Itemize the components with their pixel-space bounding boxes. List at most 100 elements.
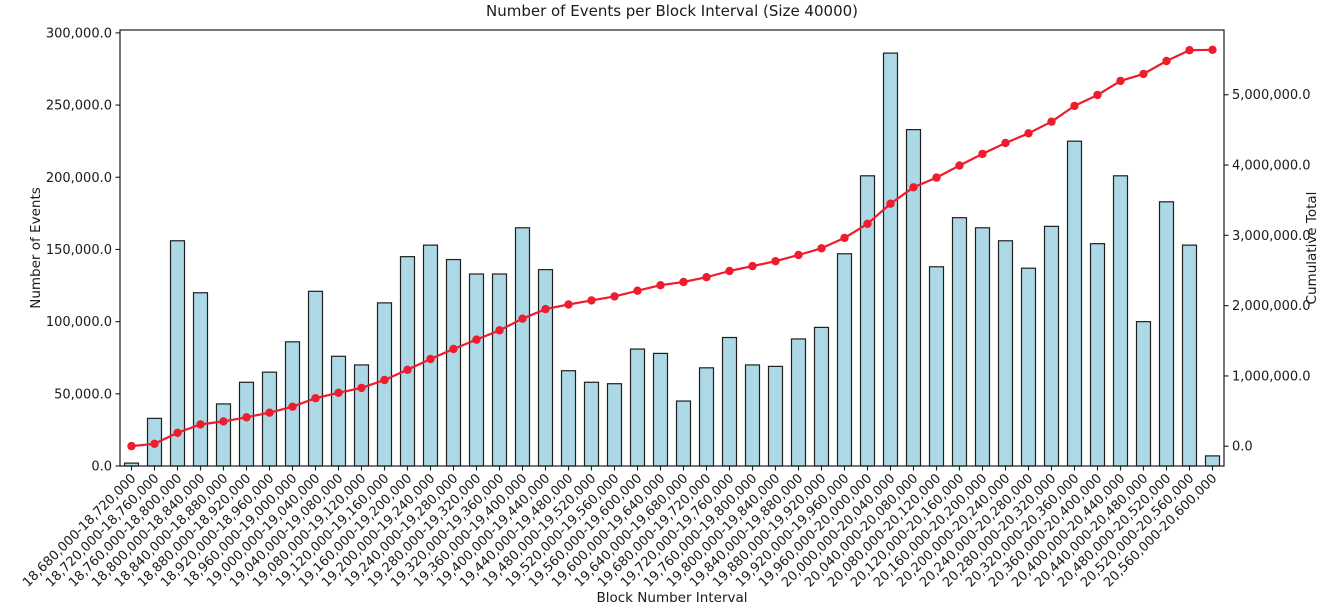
cumulative-marker [771, 257, 780, 266]
cumulative-marker [196, 420, 205, 429]
cumulative-marker [334, 388, 343, 397]
cumulative-marker [817, 244, 826, 253]
cumulative-marker [288, 402, 297, 411]
bar [399, 256, 416, 467]
cumulative-marker [748, 261, 757, 271]
cumulative-marker [1024, 129, 1033, 138]
x-axis-label: Block Number Interval [596, 590, 747, 606]
bar [1158, 201, 1175, 467]
cumulative-marker [1208, 45, 1217, 54]
bar [836, 253, 853, 467]
cumulative-marker [219, 417, 228, 426]
cumulative-marker [1162, 56, 1171, 66]
cumulative-marker [472, 335, 481, 344]
bar [790, 338, 807, 467]
y-left-tick-label: 200,000.0 [46, 171, 112, 186]
cumulative-marker [403, 365, 412, 374]
cumulative-marker [863, 219, 872, 228]
bar [629, 348, 646, 467]
bar [652, 352, 669, 467]
bar [606, 383, 623, 467]
cumulative-marker [127, 441, 136, 451]
y-left-tick-label: 300,000.0 [46, 26, 112, 41]
cumulative-marker [173, 428, 182, 437]
bar [928, 266, 945, 467]
bar [882, 52, 899, 467]
y-left-tick-label: 50,000.0 [54, 387, 112, 402]
bar [1112, 175, 1129, 467]
y-left-tick-label: 0.0 [91, 460, 112, 475]
plot-frame [119, 29, 1225, 467]
y-axis-left-label: Number of Events [28, 187, 44, 309]
cumulative-marker [587, 296, 596, 305]
bar [1066, 140, 1083, 467]
y-left-tick-label: 150,000.0 [46, 243, 112, 258]
bar [215, 403, 232, 467]
cumulative-marker [449, 344, 458, 354]
cumulative-marker [1185, 46, 1194, 55]
bar [1204, 455, 1221, 467]
cumulative-marker [1070, 101, 1079, 111]
y-right-tick-label: 0.0 [1232, 440, 1253, 455]
bar [721, 336, 738, 467]
cumulative-marker [932, 173, 941, 182]
bar [376, 302, 393, 467]
bar [238, 381, 255, 467]
cumulative-marker [1047, 117, 1056, 126]
bar [744, 364, 761, 467]
bar [997, 240, 1014, 467]
cumulative-marker [840, 233, 849, 243]
bar [330, 355, 347, 467]
bar [1181, 244, 1198, 467]
cumulative-marker [518, 314, 527, 323]
chart-title: Number of Events per Block Interval (Siz… [486, 2, 858, 20]
y-right-tick-label: 1,000,000.0 [1232, 369, 1311, 384]
bar [353, 364, 370, 467]
cumulative-marker [150, 439, 159, 448]
cumulative-marker [656, 281, 665, 290]
cumulative-marker [380, 375, 389, 385]
cumulative-marker [909, 183, 918, 192]
y-left-tick-label: 100,000.0 [46, 315, 112, 330]
y-axis-right-label: Cumulative Total [1304, 192, 1320, 305]
cumulative-marker [1116, 76, 1125, 86]
bar [468, 273, 485, 467]
bar [1135, 321, 1152, 467]
cumulative-marker [679, 277, 688, 287]
cumulative-marker [564, 300, 573, 309]
cumulative-line-layer [127, 45, 1217, 451]
cumulative-marker [955, 161, 964, 170]
y-right-tick-label: 4,000,000.0 [1232, 159, 1311, 174]
y-right-tick-label: 2,000,000.0 [1232, 299, 1311, 314]
bar [307, 290, 324, 467]
cumulative-marker [1001, 138, 1010, 148]
cumulative-marker [702, 273, 711, 282]
bar [261, 371, 278, 467]
cumulative-marker [1139, 69, 1148, 79]
bar [1043, 225, 1060, 467]
bar [445, 258, 462, 467]
bar [951, 217, 968, 467]
bar [698, 367, 715, 467]
cumulative-marker [610, 292, 619, 301]
bar [974, 227, 991, 467]
bar [813, 326, 830, 467]
y-right-tick-label: 3,000,000.0 [1232, 229, 1311, 244]
cumulative-marker [426, 354, 435, 364]
bar [514, 227, 531, 467]
cumulative-marker [495, 326, 504, 335]
cumulative-marker [311, 394, 320, 403]
cumulative-marker [886, 199, 895, 208]
bar [905, 129, 922, 467]
bar [491, 273, 508, 467]
bar [537, 269, 554, 467]
bars-layer [123, 52, 1221, 467]
bar [1089, 243, 1106, 467]
cumulative-marker [357, 383, 366, 393]
bar [675, 400, 692, 467]
bar [560, 370, 577, 467]
y-right-tick-label: 5,000,000.0 [1232, 88, 1311, 103]
cumulative-marker [242, 413, 251, 422]
